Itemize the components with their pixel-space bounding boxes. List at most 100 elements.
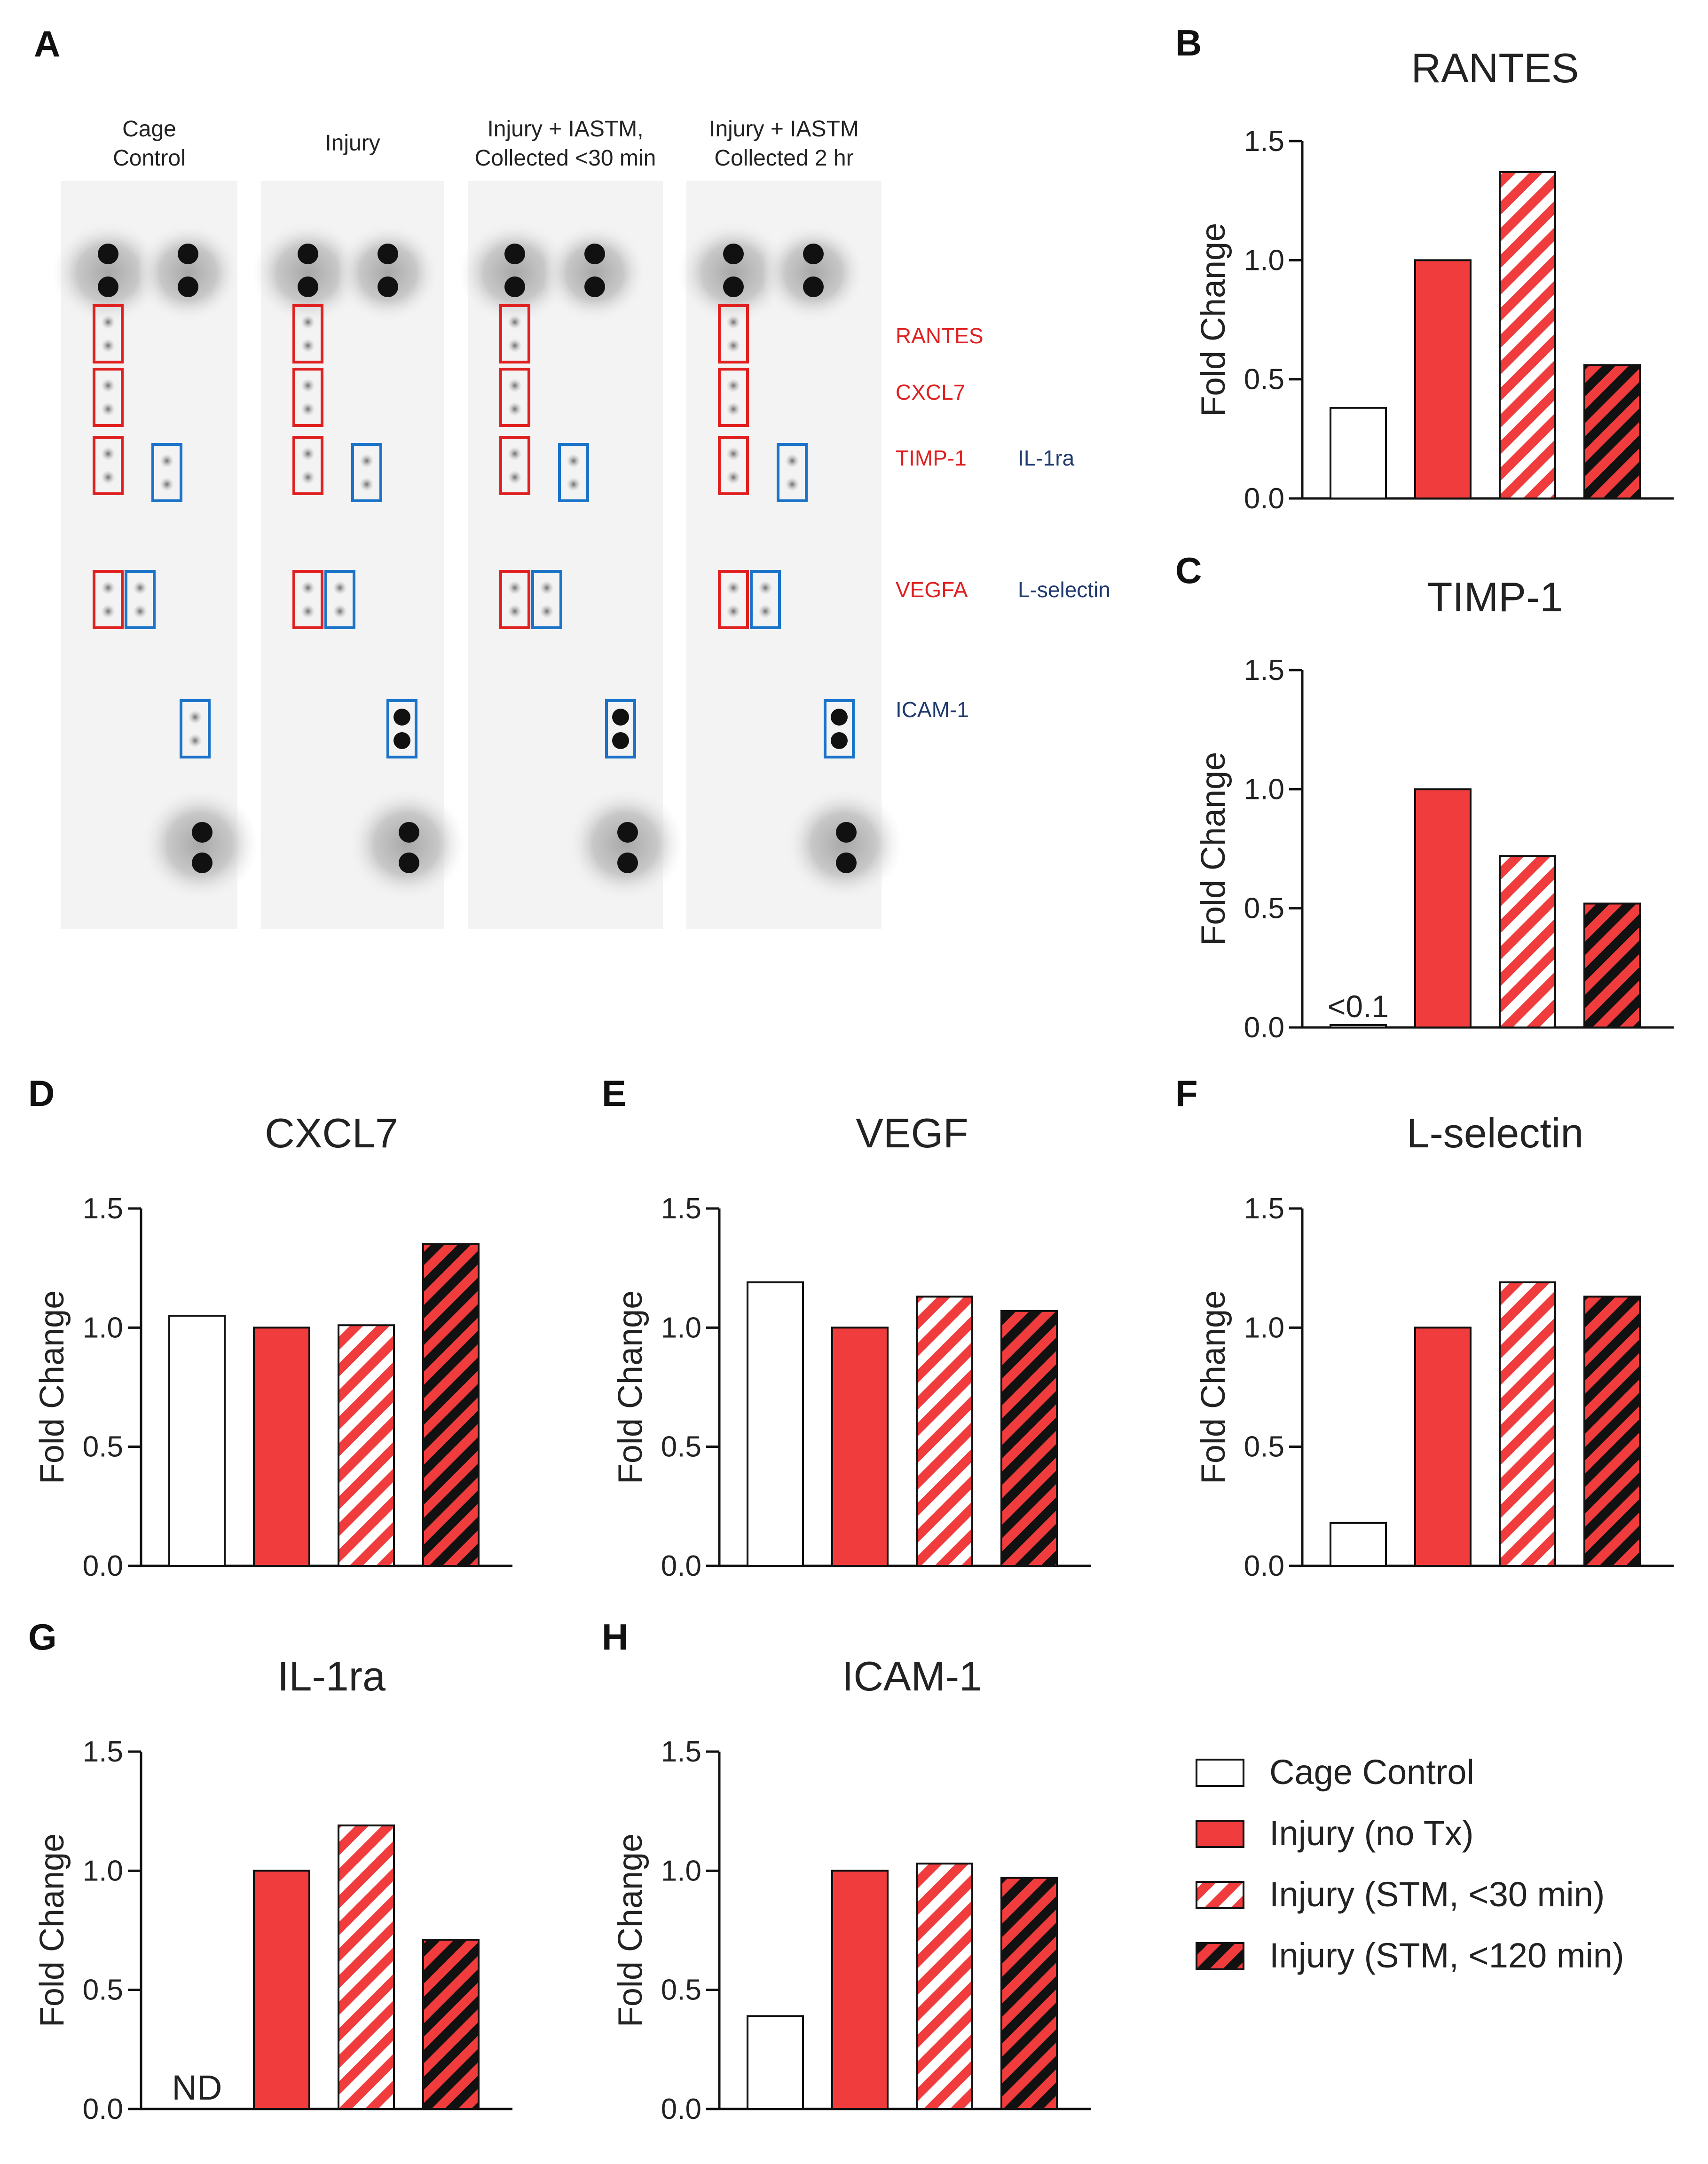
analyte-box — [93, 570, 124, 629]
reference-spot — [178, 244, 198, 264]
chart-title: IL-1ra — [277, 1653, 386, 1699]
reference-spot — [378, 244, 398, 264]
chart-f: L-selectin Fold Change 0.0 0.5 1.0 1.5 — [1195, 1110, 1674, 1582]
bar — [253, 1870, 310, 2110]
y-axis-label: Fold Change — [1195, 752, 1232, 946]
bar — [916, 1863, 973, 2110]
bar — [1330, 1024, 1387, 1029]
chart-d: CXCL7 Fold Change 0.0 0.5 1.0 1.5 — [33, 1110, 512, 1582]
blot-column-header: Injury + IASTM, — [487, 117, 643, 142]
reference-spot — [617, 853, 638, 873]
legend-swatch — [1196, 1820, 1244, 1848]
analyte-box — [531, 570, 562, 629]
analyte-spot — [727, 379, 740, 392]
y-tick-label: 0.5 — [1244, 892, 1284, 925]
analyte-spot — [567, 478, 580, 491]
analyte-spot — [759, 581, 772, 594]
reference-spot — [617, 822, 638, 843]
analyte-spot — [727, 403, 740, 416]
blot-column-header: Injury + IASTM — [709, 117, 859, 142]
bar — [422, 1243, 480, 1567]
analyte-box — [292, 436, 323, 495]
bar — [1330, 407, 1387, 500]
y-tick-label: 0.0 — [83, 1550, 123, 1582]
bar — [168, 1315, 226, 1567]
bar — [1414, 259, 1472, 499]
bar — [1000, 1310, 1058, 1567]
y-axis-label: Fold Change — [33, 1290, 71, 1484]
y-tick-label: 1.5 — [83, 1193, 123, 1225]
analyte-spot — [508, 605, 521, 618]
bar — [253, 1327, 310, 1567]
analyte-box — [93, 304, 124, 363]
y-tick-label: 1.0 — [1244, 244, 1284, 276]
blot-label-blue: ICAM-1 — [896, 697, 969, 722]
analyte-spot — [102, 403, 115, 416]
blot-label-red: TIMP-1 — [896, 446, 967, 470]
reference-halo — [458, 221, 571, 324]
analyte-spot — [102, 379, 115, 392]
reference-halo — [348, 788, 465, 900]
y-tick-label: 0.0 — [661, 1550, 701, 1582]
chart-c: TIMP-1 Fold Change 0.0 0.5 1.0 1.5 <0.1 — [1195, 574, 1674, 1044]
bar — [1000, 1877, 1058, 2110]
analyte-box — [386, 699, 417, 758]
chart-title: L-selectin — [1407, 1110, 1584, 1156]
y-tick-label: 0.0 — [661, 2093, 701, 2125]
analyte-spot — [189, 734, 202, 747]
bar — [422, 1939, 480, 2110]
panel-letter-c: C — [1175, 550, 1202, 591]
analyte-spot — [301, 605, 315, 618]
analyte-box — [93, 436, 124, 495]
y-tick-label: 0.5 — [661, 1974, 701, 2006]
bar — [338, 1824, 395, 2110]
analyte-box — [824, 699, 855, 758]
y-axis-label: Fold Change — [612, 1833, 649, 2027]
analyte-spot — [102, 316, 115, 329]
reference-spot — [98, 244, 118, 264]
analyte-spot — [508, 339, 521, 352]
analyte-box — [718, 368, 749, 427]
analyte-spot — [102, 581, 115, 594]
reference-spot — [298, 276, 318, 297]
reference-halo — [677, 221, 790, 324]
analyte-spot — [508, 581, 521, 594]
reference-spot — [192, 822, 213, 843]
analyte-box — [750, 570, 781, 629]
y-tick-label: 1.5 — [1244, 654, 1284, 687]
legend-swatch — [1196, 1942, 1244, 1970]
blot-label-red: VEGFA — [896, 577, 968, 602]
analyte-box — [125, 570, 156, 629]
chart-b: RANTES Fold Change 0.0 0.5 1.0 1.5 — [1195, 45, 1674, 515]
analyte-box — [499, 570, 530, 629]
y-tick-label: 1.0 — [661, 1311, 701, 1344]
legend-item: Cage Control — [1196, 1753, 1474, 1792]
analyte-spot — [301, 403, 315, 416]
reference-spot — [836, 822, 857, 843]
reference-spot — [298, 244, 318, 264]
chart-e: VEGF Fold Change 0.0 0.5 1.0 1.5 — [612, 1110, 1091, 1582]
analyte-box — [292, 368, 323, 427]
reference-halo — [543, 223, 646, 322]
analyte-spot — [540, 605, 553, 618]
bar — [1499, 1281, 1556, 1567]
panel-letter-g: G — [28, 1616, 57, 1658]
analyte-spot — [189, 711, 202, 724]
bar — [831, 1327, 889, 1567]
analyte-box — [718, 304, 749, 363]
reference-spot — [98, 276, 118, 297]
y-tick-label: 0.5 — [661, 1431, 701, 1463]
blot-membrane — [252, 181, 465, 929]
bar — [1583, 1295, 1641, 1567]
analyte-spot — [333, 581, 346, 594]
bar — [1414, 1327, 1472, 1567]
chart-title: TIMP-1 — [1427, 574, 1563, 620]
reference-spot — [178, 276, 198, 297]
reference-spot — [803, 276, 824, 297]
y-tick-label: 0.5 — [1244, 1431, 1284, 1463]
analyte-box — [718, 436, 749, 495]
legend-label: Cage Control — [1269, 1753, 1474, 1792]
y-tick-label: 1.0 — [83, 1311, 123, 1344]
blot-column-header: Collected 2 hr — [714, 146, 853, 171]
